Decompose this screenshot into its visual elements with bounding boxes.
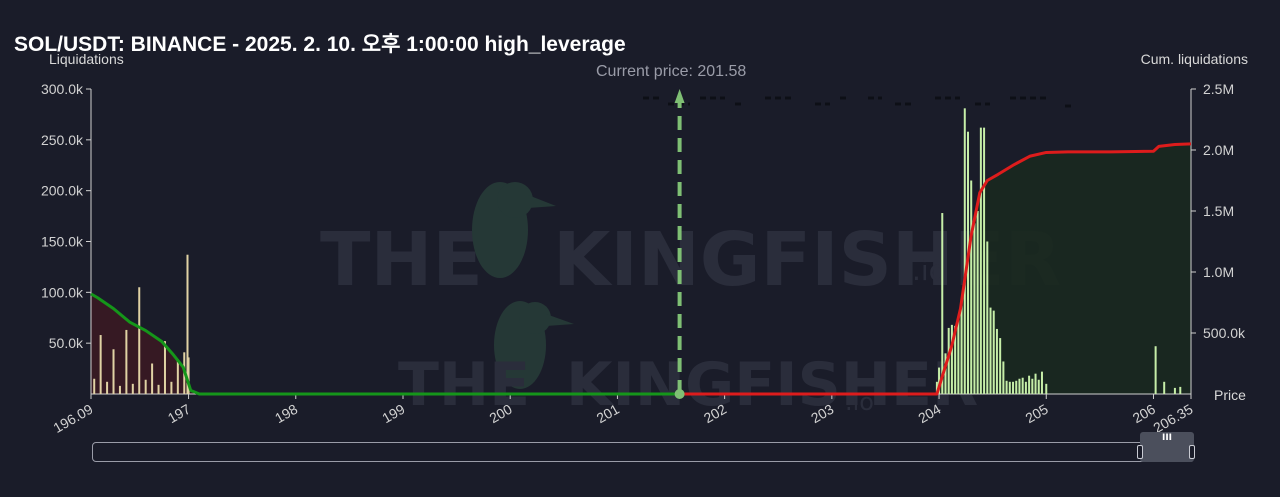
liquidation-bar — [1031, 378, 1034, 394]
kingfisher-logo-icon — [472, 182, 574, 389]
liquidation-bar — [112, 349, 115, 394]
watermark-suffix: .io — [912, 254, 946, 287]
y2-tick-label: 2.0M — [1203, 142, 1234, 158]
liquidation-bar — [1173, 387, 1176, 394]
liquidation-bar — [941, 213, 944, 394]
y-tick-label: 200.0k — [41, 183, 84, 199]
watermark-brand-2: KINGFISHER — [566, 350, 978, 420]
y-tick-label: 100.0k — [41, 284, 84, 300]
liquidation-bar — [944, 353, 947, 394]
liquidation-bar — [973, 223, 976, 394]
y-tick-label: 250.0k — [41, 132, 84, 148]
liquidation-bar — [963, 108, 966, 395]
liquidation-bar — [938, 367, 941, 394]
liquidation-bar — [947, 327, 950, 394]
liquidation-bar — [138, 287, 141, 394]
liquidation-bar — [1040, 371, 1043, 394]
liquidation-bar — [976, 211, 979, 394]
current-price-dot — [674, 389, 685, 399]
x-tick-label: 206.35 — [1150, 401, 1195, 436]
liquidation-bar — [1005, 380, 1008, 394]
liquidation-bar — [986, 241, 989, 394]
current-price-marker — [674, 89, 685, 399]
x-tick-label: 198 — [272, 401, 300, 427]
current-price-arrow-icon — [674, 89, 685, 103]
liquidation-bar — [935, 381, 938, 394]
liquidation-bar — [957, 317, 960, 394]
liquidation-bar — [999, 338, 1002, 394]
liquidation-bar — [1018, 378, 1021, 394]
watermark-the: THE — [320, 217, 483, 303]
liquidation-bar — [125, 329, 128, 394]
liquidation-bar — [131, 383, 134, 394]
liquidation-bar — [992, 310, 995, 394]
y2-tick-label: 2.5M — [1203, 81, 1234, 97]
liquidation-bar — [93, 378, 96, 394]
y2-tick-label: 1.5M — [1203, 203, 1234, 219]
top-trace — [643, 96, 1072, 108]
range-slider-selection[interactable] — [1140, 442, 1194, 462]
liquidation-bar — [1012, 381, 1015, 394]
line-series — [90, 142, 1192, 396]
liquidation-bar — [106, 381, 109, 394]
watermark-the-2: THE — [398, 350, 530, 420]
liquidation-bar — [1154, 346, 1157, 394]
chart-title: SOL/USDT: BINANCE - 2025. 2. 10. 오후 1:00… — [14, 33, 626, 56]
liquidation-bar — [960, 302, 963, 394]
range-handle-left[interactable] — [1137, 445, 1143, 459]
liquidation-bar — [989, 307, 992, 394]
liquidation-bar — [118, 385, 121, 394]
y2-axis-label: Cum. liquidations — [1140, 51, 1248, 67]
liquidation-bar — [979, 127, 982, 394]
liquidation-bar — [1021, 377, 1024, 394]
liquidation-bar — [170, 381, 173, 394]
liquidation-bar — [144, 379, 147, 394]
current-price-label: Current price: 201.58 — [596, 63, 747, 80]
liquidation-bar — [1028, 375, 1031, 394]
liquidation-bar — [99, 335, 102, 394]
liquidation-bar — [1037, 379, 1040, 394]
liquidation-bar — [995, 328, 998, 394]
liquidation-bar — [1045, 383, 1048, 394]
liquidation-bar — [1008, 381, 1011, 394]
x-tick-label: 196.09 — [50, 401, 95, 436]
cum-liquidations-long-line — [90, 292, 680, 396]
short-area-fill — [679, 143, 1191, 394]
cum-liquidations-short-line — [679, 142, 1192, 396]
long-area-fill — [91, 293, 680, 394]
liquidation-bar — [970, 180, 973, 394]
liquidation-bar — [1002, 361, 1005, 394]
range-slider[interactable] — [92, 442, 1194, 462]
liquidation-bar — [983, 127, 986, 394]
liquidation-bar — [151, 363, 154, 394]
y-axis-label: Liquidations — [49, 51, 124, 67]
y-tick-label: 300.0k — [41, 81, 84, 97]
liquidation-bar — [186, 254, 189, 394]
y2-tick-label: 500.0k — [1203, 325, 1246, 341]
liquidation-bar — [1015, 380, 1018, 394]
liquidation-bar — [187, 357, 190, 394]
watermark-suffix-2: .io — [845, 388, 874, 416]
liquidation-bar — [157, 384, 160, 394]
x-axis-label: Price — [1214, 387, 1246, 403]
liquidation-bar — [1034, 373, 1037, 394]
liquidation-bar — [1024, 381, 1027, 394]
liquidation-bar — [950, 324, 953, 394]
x-tick-label: 197 — [165, 401, 193, 427]
liquidation-bar — [163, 341, 166, 394]
range-handle-right[interactable] — [1189, 445, 1195, 459]
range-grip-top[interactable]: III — [1140, 432, 1194, 444]
liquidation-bar — [1163, 381, 1166, 394]
x-tick-label: 205 — [1023, 401, 1051, 427]
y-tick-label: 50.0k — [49, 335, 84, 351]
y-tick-label: 150.0k — [41, 234, 84, 250]
liquidation-bar — [1179, 386, 1182, 394]
liquidation-bar — [954, 325, 957, 394]
y2-tick-label: 1.0M — [1203, 264, 1234, 280]
liquidation-bar — [176, 359, 179, 394]
area-fills — [91, 143, 1191, 394]
